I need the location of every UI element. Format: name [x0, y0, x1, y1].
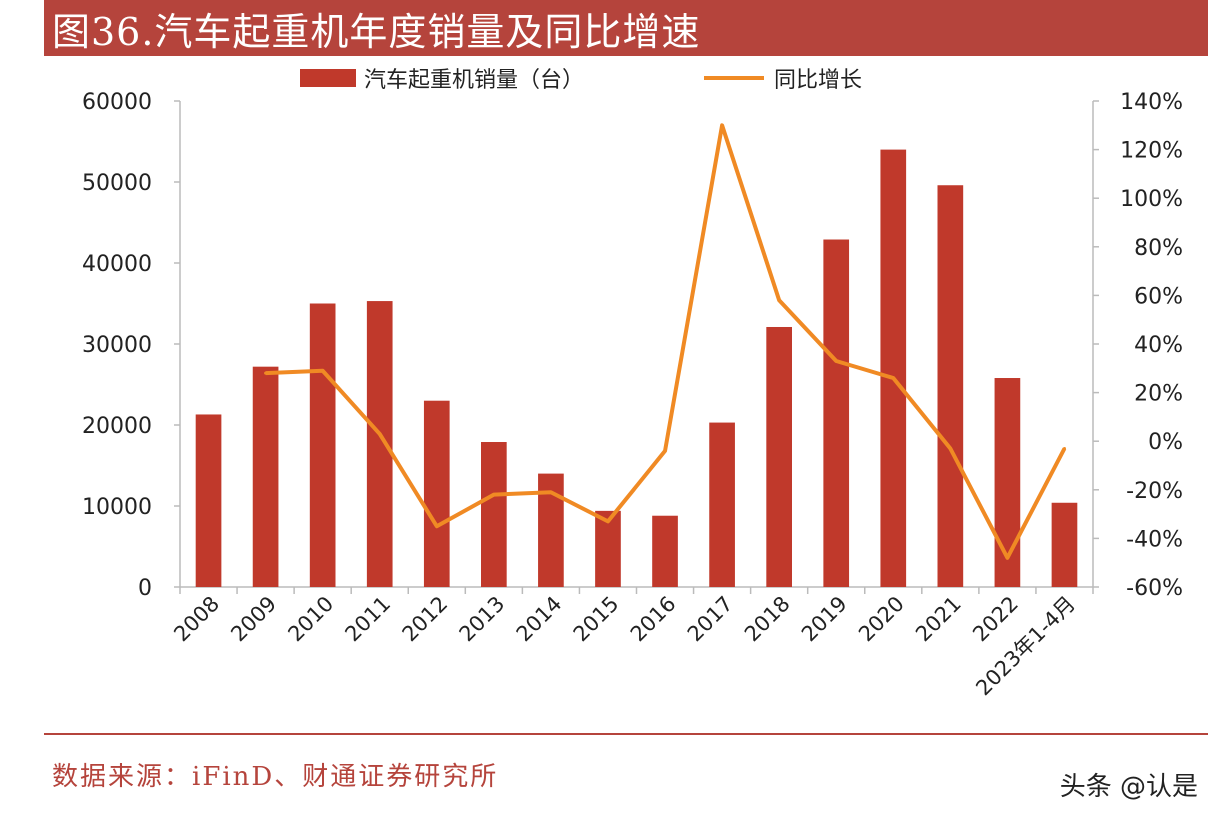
y-left-tick-label: 60000: [82, 90, 152, 115]
x-tick-label: 2010: [283, 592, 338, 647]
growth-point: [492, 493, 496, 497]
y-left-tick-label: 40000: [82, 252, 152, 277]
y-right-tick-label: -40%: [1126, 527, 1183, 552]
bar: [309, 303, 336, 587]
legend-item-bar: 汽车起重机销量（台）: [300, 62, 584, 94]
title-bar: 图36.汽车起重机年度销量及同比增速: [44, 0, 1208, 56]
bar: [709, 422, 735, 587]
bar: [252, 366, 279, 587]
bar: [1051, 502, 1078, 587]
bar: [823, 239, 850, 587]
x-tick-label: 2014: [512, 592, 567, 647]
growth-point: [1062, 446, 1066, 450]
bar: [195, 414, 222, 587]
growth-point: [549, 490, 553, 494]
y-left-tick-label: 30000: [82, 333, 152, 358]
bar: [595, 510, 621, 587]
combo-chart: 0 10000 20000 30000 40000 50000 60000 -60% -40% -…: [82, 90, 1183, 701]
growth-point: [435, 524, 439, 528]
x-tick-label: 2008: [169, 592, 224, 647]
x-tick-label: 2023年1-4月: [971, 592, 1080, 701]
x-tick-label: 2017: [683, 592, 738, 647]
bar: [880, 149, 907, 587]
growth-point: [321, 369, 325, 373]
bar: [423, 400, 450, 587]
x-tick-label: 2016: [626, 592, 681, 647]
growth-point: [264, 371, 268, 375]
y-left-tick-label: 50000: [82, 171, 152, 196]
y-right-tick-label: -60%: [1126, 576, 1183, 601]
x-tick-label: 2013: [455, 592, 510, 647]
x-tick-label: 2012: [398, 592, 453, 647]
legend-line-swatch: [704, 76, 765, 80]
y-right-tick-label: 140%: [1120, 90, 1183, 115]
growth-point: [720, 123, 724, 127]
x-tick-label: 2020: [854, 592, 909, 647]
y-left-tick-label: 20000: [82, 414, 152, 439]
y-left-tick-label: 0: [138, 576, 152, 601]
legend-item-line: 同比增长: [704, 62, 862, 94]
x-tick-label: 2009: [226, 592, 281, 647]
legend-bar-swatch: [300, 69, 356, 87]
bar: [937, 185, 964, 588]
growth-point: [378, 432, 382, 436]
bar: [652, 515, 678, 587]
growth-point: [777, 298, 781, 302]
footer-divider: [44, 733, 1208, 735]
legend: 汽车起重机销量（台） 同比增长: [300, 62, 982, 94]
x-tick-label: 2011: [340, 592, 395, 647]
x-tick-label: 2018: [740, 592, 795, 647]
growth-point: [834, 359, 838, 363]
legend-line-label: 同比增长: [774, 68, 863, 93]
bar: [481, 442, 507, 587]
growth-point: [948, 446, 952, 450]
growth-point: [606, 519, 610, 523]
x-tick-label: 2019: [797, 592, 852, 647]
y-right-tick-label: 120%: [1120, 139, 1183, 164]
x-tick-label: 2015: [569, 592, 624, 647]
y-right-tick-label: 40%: [1134, 333, 1183, 358]
page-title: 图36.汽车起重机年度销量及同比增速: [52, 9, 701, 54]
source-note: 数据来源：iFinD、财通证券研究所: [52, 762, 499, 792]
y-right-tick-label: 20%: [1134, 382, 1183, 407]
growth-point: [891, 376, 895, 380]
y-right-tick-label: 0%: [1148, 430, 1183, 455]
watermark: 头条 @认是: [1059, 772, 1198, 802]
y-right-tick-label: 80%: [1134, 236, 1183, 261]
growth-point: [1005, 556, 1009, 560]
bar: [366, 301, 393, 587]
legend-bar-label: 汽车起重机销量（台）: [364, 68, 585, 93]
y-right-tick-label: -20%: [1126, 479, 1183, 504]
bar: [766, 326, 792, 587]
y-right-tick-label: 100%: [1120, 187, 1183, 212]
y-right-tick-label: 60%: [1134, 284, 1183, 309]
x-tick-label: 2022: [968, 592, 1023, 647]
bar: [994, 378, 1021, 587]
y-left-tick-label: 10000: [82, 495, 152, 520]
growth-point: [663, 449, 667, 453]
x-tick-label: 2021: [911, 592, 966, 647]
